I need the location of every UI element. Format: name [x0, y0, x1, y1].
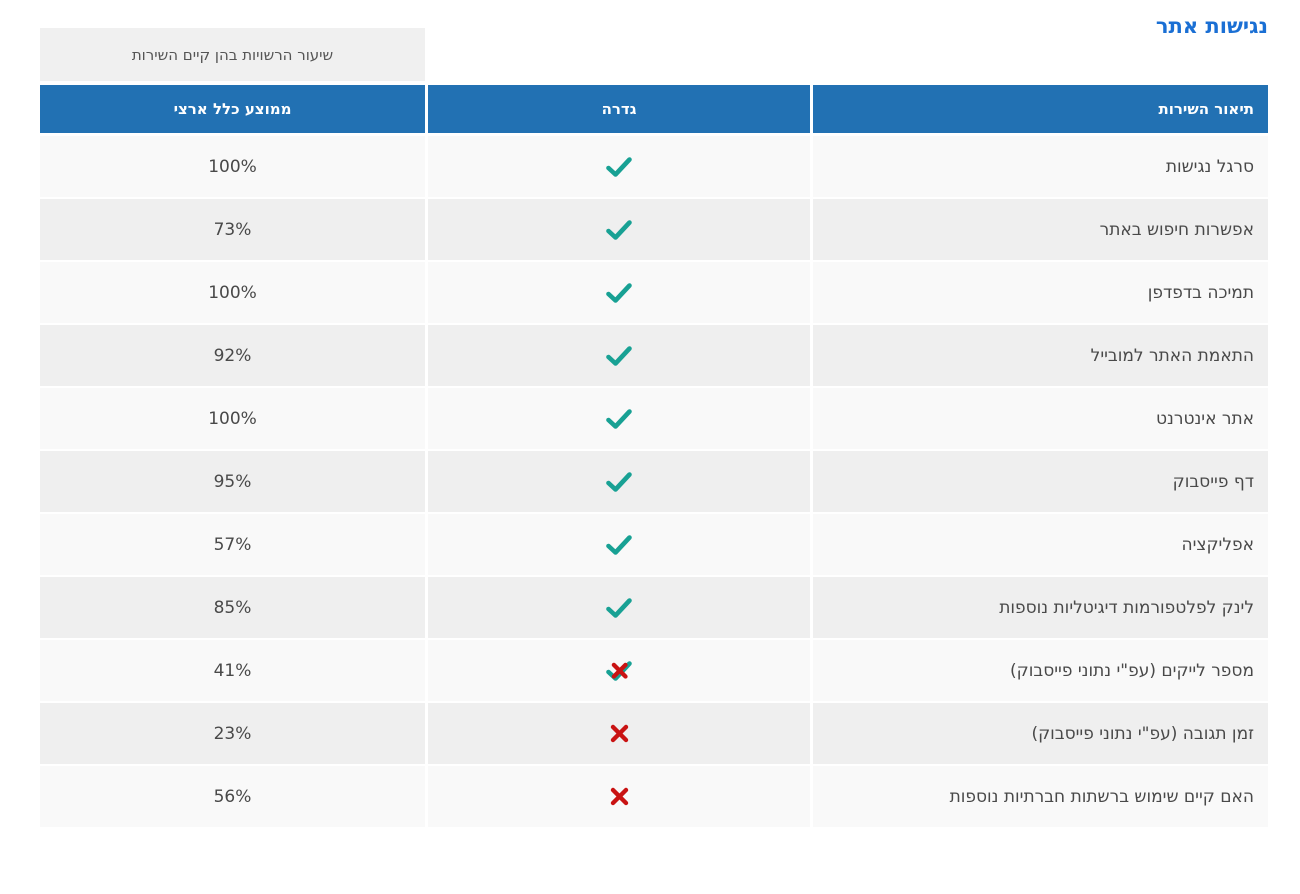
average-percent-cell: 23%	[40, 703, 425, 764]
service-description-cell: דף פייסבוק	[813, 451, 1268, 512]
table-row: מספר לייקים (עפ"י נתוני פייסבוק) 41%	[40, 640, 1268, 701]
accessibility-table: תיאור השירות גדרה ממוצע כלל ארצי סרגל נג…	[40, 85, 1268, 827]
check-icon	[606, 534, 632, 555]
table-row: אפליקציה 57%	[40, 514, 1268, 575]
status-icon-wrap	[604, 532, 634, 558]
status-icon-wrap	[604, 721, 634, 747]
status-cell	[428, 640, 810, 701]
content-area: נגישות אתר שיעור הרשויות בהן קיים השירות…	[40, 0, 1268, 827]
status-cell	[428, 451, 810, 512]
status-cell	[428, 199, 810, 260]
average-percent-cell: 92%	[40, 325, 425, 386]
column-explainer-label: שיעור הרשויות בהן קיים השירות	[131, 45, 334, 64]
status-cell	[428, 577, 810, 638]
header-service-description: תיאור השירות	[813, 85, 1268, 133]
check-icon	[606, 156, 632, 177]
check-icon	[606, 597, 632, 618]
table-row: סרגל נגישות 100%	[40, 136, 1268, 197]
service-description-cell: אפשרות חיפוש באתר	[813, 199, 1268, 260]
status-icon-wrap	[604, 658, 634, 684]
average-percent-cell: 85%	[40, 577, 425, 638]
service-description-cell: לינק לפלטפורמות דיגיטליות נוספות	[813, 577, 1268, 638]
check-icon	[606, 408, 632, 429]
status-cell	[428, 514, 810, 575]
cross-overlay-icon	[611, 662, 628, 679]
average-percent-cell: 41%	[40, 640, 425, 701]
status-icon-wrap	[604, 217, 634, 243]
cross-icon	[610, 787, 628, 806]
status-cell	[428, 766, 810, 827]
table-row: תמיכה בדפדפן 100%	[40, 262, 1268, 323]
service-description-cell: מספר לייקים (עפ"י נתוני פייסבוק)	[813, 640, 1268, 701]
status-icon-wrap	[604, 280, 634, 306]
check-icon	[606, 345, 632, 366]
table-row: האם קיים שימוש ברשתות חברתיות נוספות 56%	[40, 766, 1268, 827]
top-bar: נגישות אתר שיעור הרשויות בהן קיים השירות	[40, 0, 1268, 85]
status-icon-wrap	[604, 154, 634, 180]
table-header-row: תיאור השירות גדרה ממוצע כלל ארצי	[40, 85, 1268, 133]
status-cell	[428, 703, 810, 764]
table-body: סרגל נגישות 100% אפשרות חיפוש באתר	[40, 136, 1268, 827]
table-row: זמן תגובה (עפ"י נתוני פייסבוק) 23%	[40, 703, 1268, 764]
average-percent-cell: 57%	[40, 514, 425, 575]
column-explainer-box: שיעור הרשויות בהן קיים השירות	[40, 28, 425, 81]
service-description-cell: אפליקציה	[813, 514, 1268, 575]
service-description-cell: זמן תגובה (עפ"י נתוני פייסבוק)	[813, 703, 1268, 764]
table-row: התאמת האתר למובייל 92%	[40, 325, 1268, 386]
average-percent-cell: 73%	[40, 199, 425, 260]
service-description-cell: התאמת האתר למובייל	[813, 325, 1268, 386]
status-icon-wrap	[604, 469, 634, 495]
average-percent-cell: 56%	[40, 766, 425, 827]
status-cell	[428, 262, 810, 323]
page-title: נגישות אתר	[1155, 14, 1268, 38]
table-row: אתר אינטרנט 100%	[40, 388, 1268, 449]
header-national-average: ממוצע כלל ארצי	[40, 85, 425, 133]
status-icon-wrap	[604, 343, 634, 369]
status-cell	[428, 136, 810, 197]
average-percent-cell: 95%	[40, 451, 425, 512]
table-row: לינק לפלטפורמות דיגיטליות נוספות 85%	[40, 577, 1268, 638]
table-row: דף פייסבוק 95%	[40, 451, 1268, 512]
service-description-cell: האם קיים שימוש ברשתות חברתיות נוספות	[813, 766, 1268, 827]
service-description-cell: תמיכה בדפדפן	[813, 262, 1268, 323]
average-percent-cell: 100%	[40, 262, 425, 323]
header-municipality: גדרה	[428, 85, 810, 133]
cross-icon	[610, 724, 628, 743]
average-percent-cell: 100%	[40, 388, 425, 449]
status-icon-wrap	[604, 406, 634, 432]
service-description-cell: סרגל נגישות	[813, 136, 1268, 197]
check-icon	[606, 219, 632, 240]
check-icon	[606, 471, 632, 492]
check-icon	[606, 282, 632, 303]
service-description-cell: אתר אינטרנט	[813, 388, 1268, 449]
average-percent-cell: 100%	[40, 136, 425, 197]
table-row: אפשרות חיפוש באתר 73%	[40, 199, 1268, 260]
status-icon-wrap	[604, 784, 634, 810]
status-icon-wrap	[604, 595, 634, 621]
status-cell	[428, 325, 810, 386]
status-cell	[428, 388, 810, 449]
